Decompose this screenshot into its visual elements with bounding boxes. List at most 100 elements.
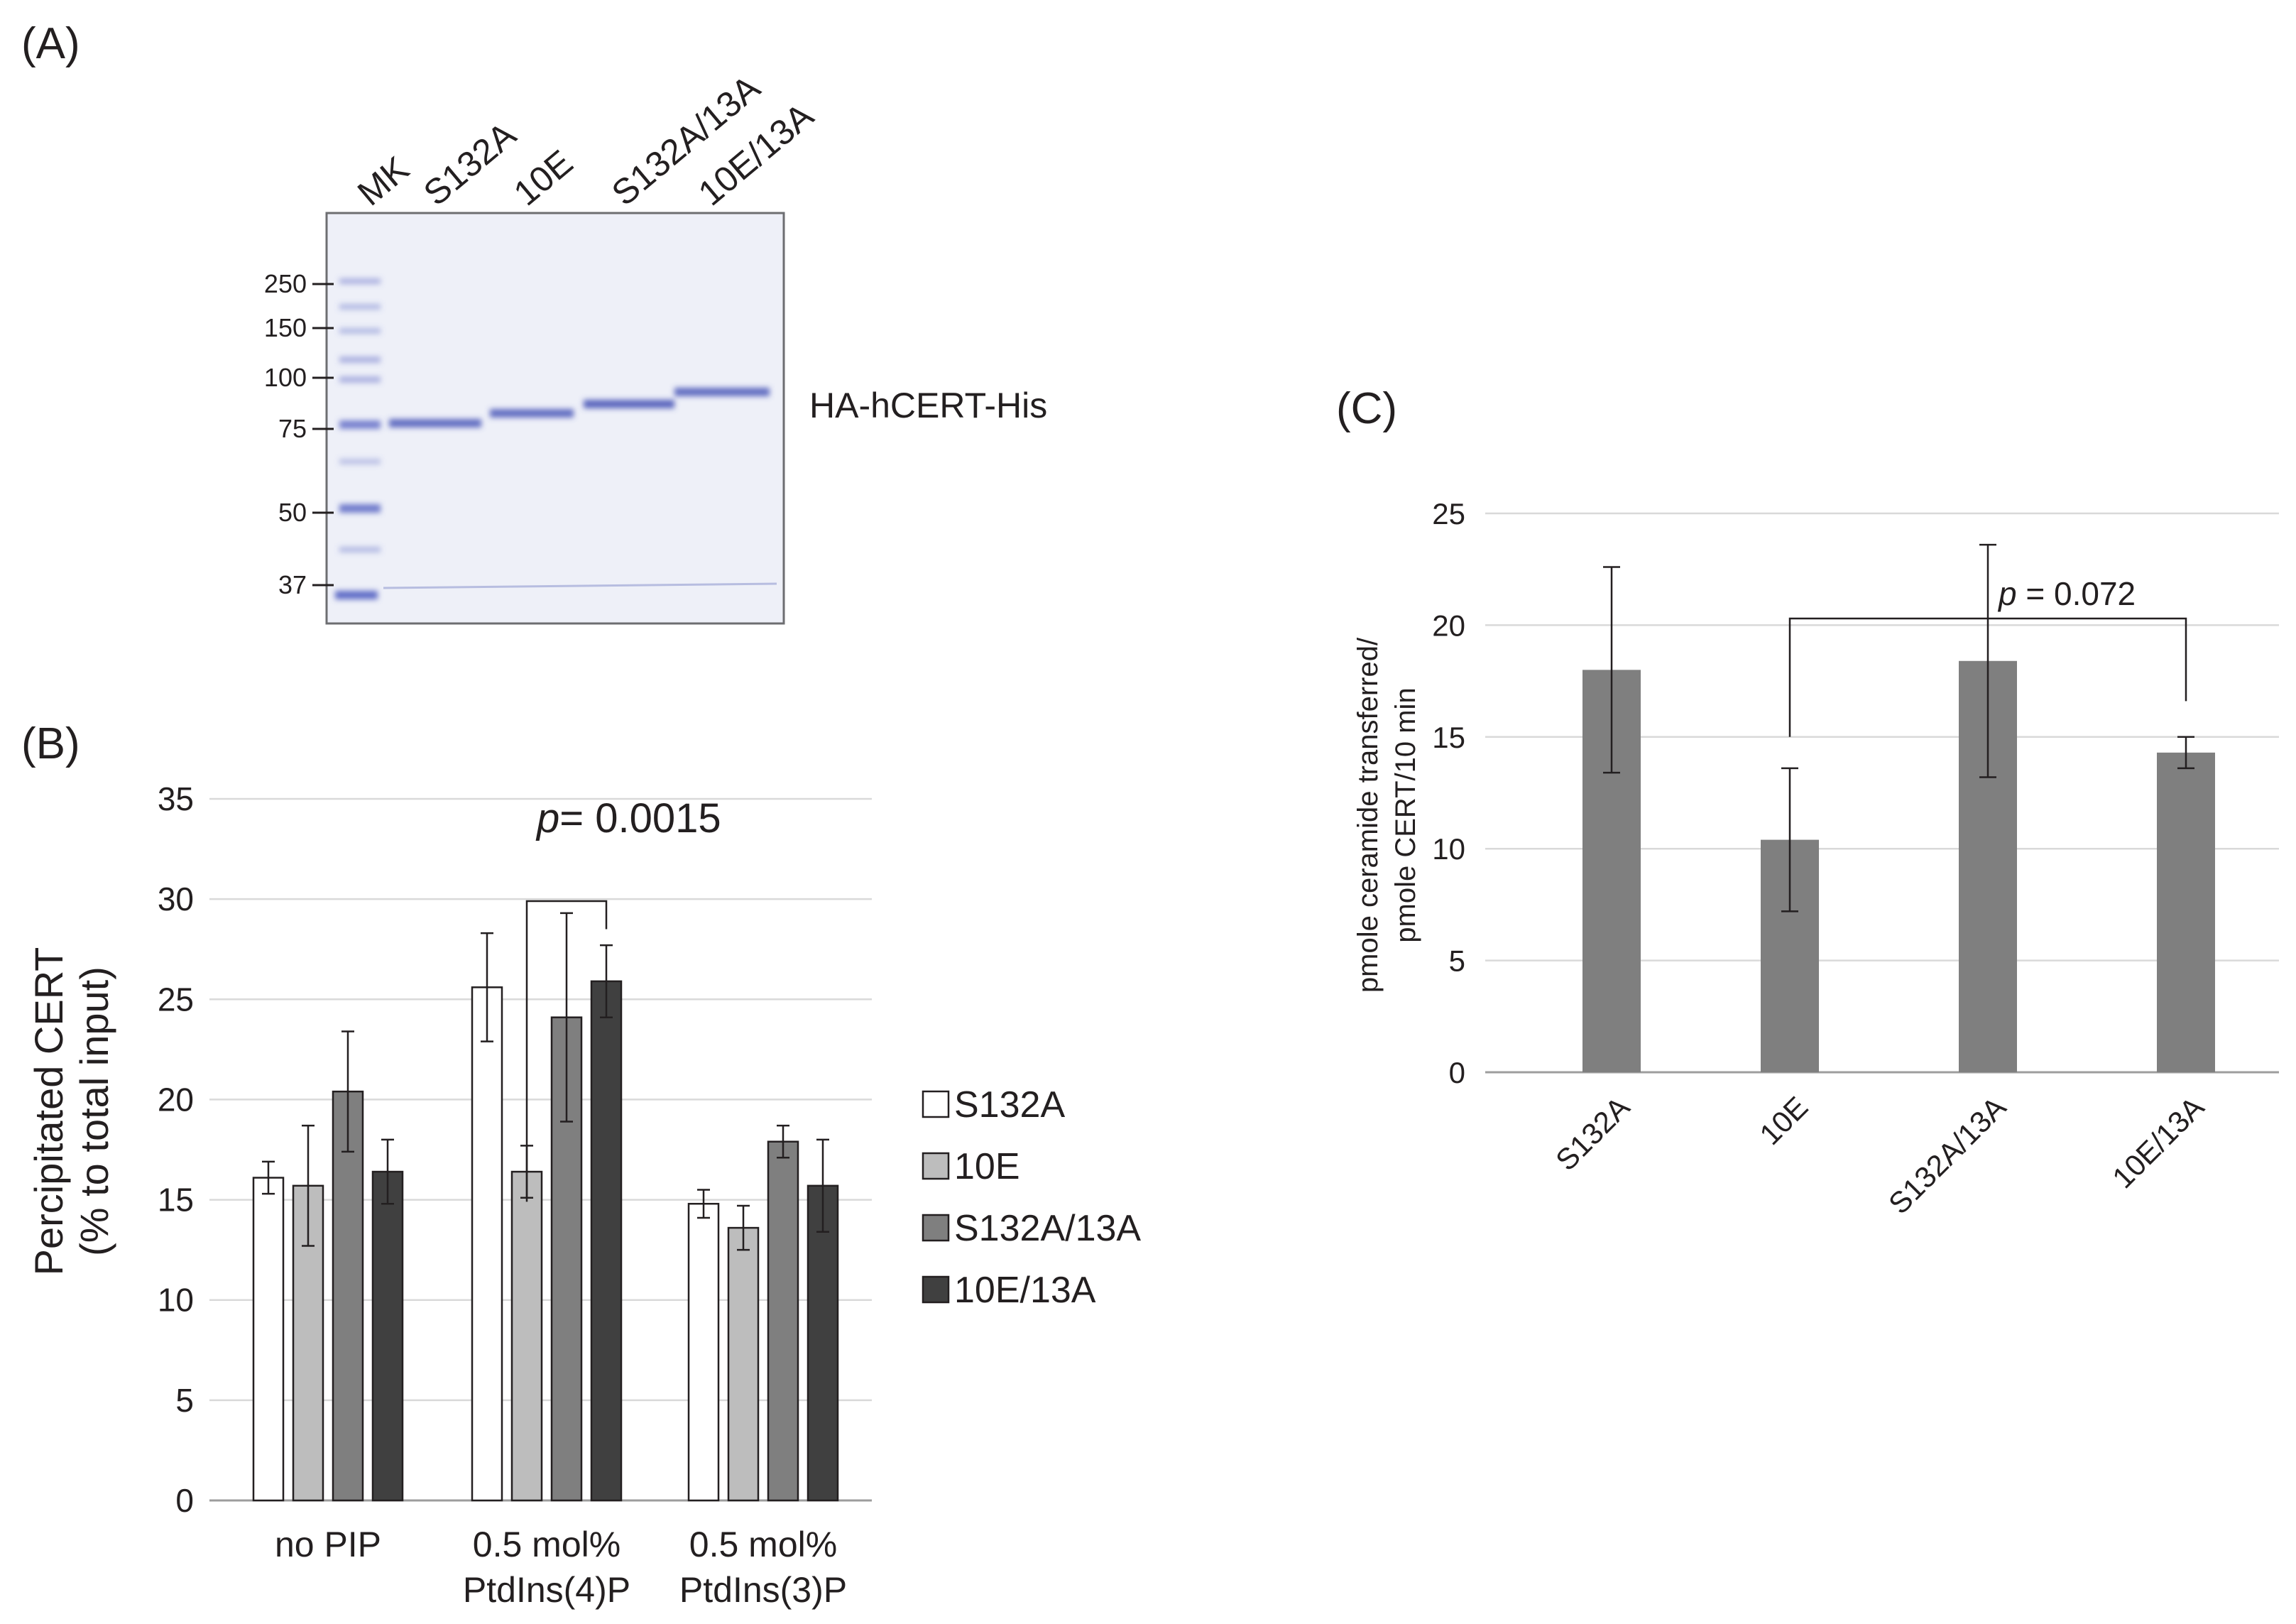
bar-s132a-no-pip xyxy=(252,1177,285,1502)
significance-bracket xyxy=(1788,617,2187,737)
legend-label-s132a-13a: S132A/13A xyxy=(954,1208,1141,1249)
panel-b-legend: S132A 10E S132A/13A 10E/13A xyxy=(922,1084,1141,1311)
lane-labels: MK S132A 10E S132A/13A 10E/13A xyxy=(350,67,821,213)
panel-b-ylabel-line1: Percipitated CERT xyxy=(26,947,71,1276)
panel-c-label: (C) xyxy=(1336,384,1397,433)
ytick-label: 20 xyxy=(158,1081,194,1118)
ytick-label: 35 xyxy=(158,780,194,817)
error-bar xyxy=(1979,543,1996,778)
error-bar xyxy=(262,1160,275,1195)
ytick-label: 10 xyxy=(158,1282,194,1319)
bar-s132a-ptdins-3-p xyxy=(687,1202,720,1502)
category-label-10e: 10E xyxy=(1753,1090,1814,1151)
bar-s132a-13a-ptdins-3-p xyxy=(767,1140,799,1502)
panel-b-label: (B) xyxy=(21,719,80,768)
marker-ladder xyxy=(335,278,381,599)
p-value-label: p = 0.072 xyxy=(1997,575,2136,612)
lane-label-10e: 10E xyxy=(506,142,580,213)
band-10e xyxy=(490,409,574,418)
panel-a: (A) MK S132A 10E S132A/13A 10E/13A xyxy=(21,19,1047,625)
legend-swatch-s132a xyxy=(922,1090,950,1118)
panel-c-ylabel-line1: pmole ceramide transferred/ xyxy=(1352,637,1384,993)
lane-label-s132a: S132A xyxy=(416,114,523,214)
bar-10e-ptdins-4-p xyxy=(510,1170,543,1502)
band-s132a xyxy=(389,419,481,427)
panel-c-ytick-labels: 0 5 10 15 20 25 xyxy=(1432,497,1465,1089)
lane-label-mk: MK xyxy=(350,148,416,213)
category-label-line2: PtdIns(4)P xyxy=(463,1570,630,1610)
marker-100: 100 xyxy=(264,363,307,392)
panel-b-category-labels: no PIP 0.5 mol% PtdIns(4)P 0.5 mol% PtdIns(3… xyxy=(275,1525,847,1610)
marker-ticks xyxy=(312,283,334,587)
ytick-label: 15 xyxy=(1432,721,1465,754)
error-bar xyxy=(1603,566,1620,774)
marker-50: 50 xyxy=(278,498,307,527)
marker-150: 150 xyxy=(264,313,307,342)
bar-10e-ptdins-3-p xyxy=(727,1226,760,1502)
panel-c-error-bars xyxy=(1603,543,2194,912)
bar-s132a-ptdins-4-p xyxy=(471,986,503,1502)
ytick-label: 5 xyxy=(175,1382,194,1419)
error-bar xyxy=(737,1204,750,1251)
error-bar xyxy=(302,1124,315,1247)
ytick-label: 0 xyxy=(1449,1056,1465,1089)
legend-swatch-s132a-13a xyxy=(922,1214,950,1242)
error-bar xyxy=(777,1124,789,1159)
panel-b-significance: p= 0.0015 xyxy=(525,795,721,1202)
p-value-label: p= 0.0015 xyxy=(535,795,721,841)
ytick-label: 25 xyxy=(1432,497,1465,530)
band-s132a-13a xyxy=(584,400,674,408)
category-label: 0.5 mol% xyxy=(689,1525,837,1564)
error-bar xyxy=(341,1030,354,1153)
ytick-label: 0 xyxy=(175,1482,194,1519)
bar-10e-13a xyxy=(2157,752,2215,1072)
ytick-label: 5 xyxy=(1449,944,1465,978)
category-label-s132a: S132A xyxy=(1549,1090,1636,1177)
category-label-s132a-13a: S132A/13A xyxy=(1882,1090,2013,1221)
marker-75: 75 xyxy=(278,414,307,443)
error-bar xyxy=(481,932,493,1042)
ytick-label: 30 xyxy=(158,881,194,917)
bar-10e-13a-no-pip xyxy=(371,1170,404,1502)
error-bar xyxy=(560,912,573,1123)
panel-c: (C) pmole ceramide transferred/ pmole CE… xyxy=(1336,384,2279,1221)
significance-bracket xyxy=(525,900,608,1202)
legend-label-s132a: S132A xyxy=(954,1084,1065,1126)
error-bar xyxy=(1781,767,1798,912)
marker-size-labels: 250 150 100 75 50 37 xyxy=(264,269,307,599)
protein-bands xyxy=(389,388,770,427)
category-label-line2: PtdIns(3)P xyxy=(679,1570,847,1610)
legend-label-10e: 10E xyxy=(954,1146,1020,1187)
error-bar xyxy=(2177,736,2194,770)
panel-b-ylabel: Percipitated CERT (% to total input) xyxy=(26,947,116,1276)
legend-label-10e-13a: 10E/13A xyxy=(954,1270,1096,1311)
legend-swatch-10e xyxy=(922,1152,950,1180)
panel-c-bars xyxy=(1582,660,2215,1072)
panel-b-bars xyxy=(252,980,839,1502)
error-bar xyxy=(600,944,613,1018)
legend-swatch-10e-13a xyxy=(922,1275,950,1304)
marker-250: 250 xyxy=(264,269,307,298)
panel-a-label: (A) xyxy=(21,19,80,68)
category-label: no PIP xyxy=(275,1525,381,1564)
error-bar xyxy=(816,1138,829,1233)
gel-faint-line xyxy=(383,582,777,589)
band-10e-13a xyxy=(674,388,770,396)
ytick-label: 20 xyxy=(1432,609,1465,642)
panel-c-category-labels: S132A 10E S132A/13A 10E/13A xyxy=(1549,1090,2210,1221)
category-label: 0.5 mol% xyxy=(473,1525,621,1564)
bar-10e-13a-ptdins-3-p xyxy=(807,1184,839,1502)
band-label: HA-hCERT-His xyxy=(809,386,1047,425)
error-bar xyxy=(697,1189,710,1219)
bar-s132a-13a-no-pip xyxy=(332,1090,364,1502)
panel-b-ytick-labels: 0 5 10 15 20 25 30 35 xyxy=(158,780,194,1519)
ytick-label: 15 xyxy=(158,1182,194,1219)
panel-b-ylabel-line2: (% to total input) xyxy=(72,966,116,1256)
ytick-label: 25 xyxy=(158,981,194,1018)
panel-c-ylabel-line2: pmole CERT/10 min xyxy=(1390,687,1421,942)
panel-c-significance: p = 0.072 xyxy=(1788,575,2187,737)
marker-37: 37 xyxy=(278,570,307,599)
category-label-10e-13a: 10E/13A xyxy=(2106,1090,2210,1194)
error-bar xyxy=(381,1138,394,1205)
